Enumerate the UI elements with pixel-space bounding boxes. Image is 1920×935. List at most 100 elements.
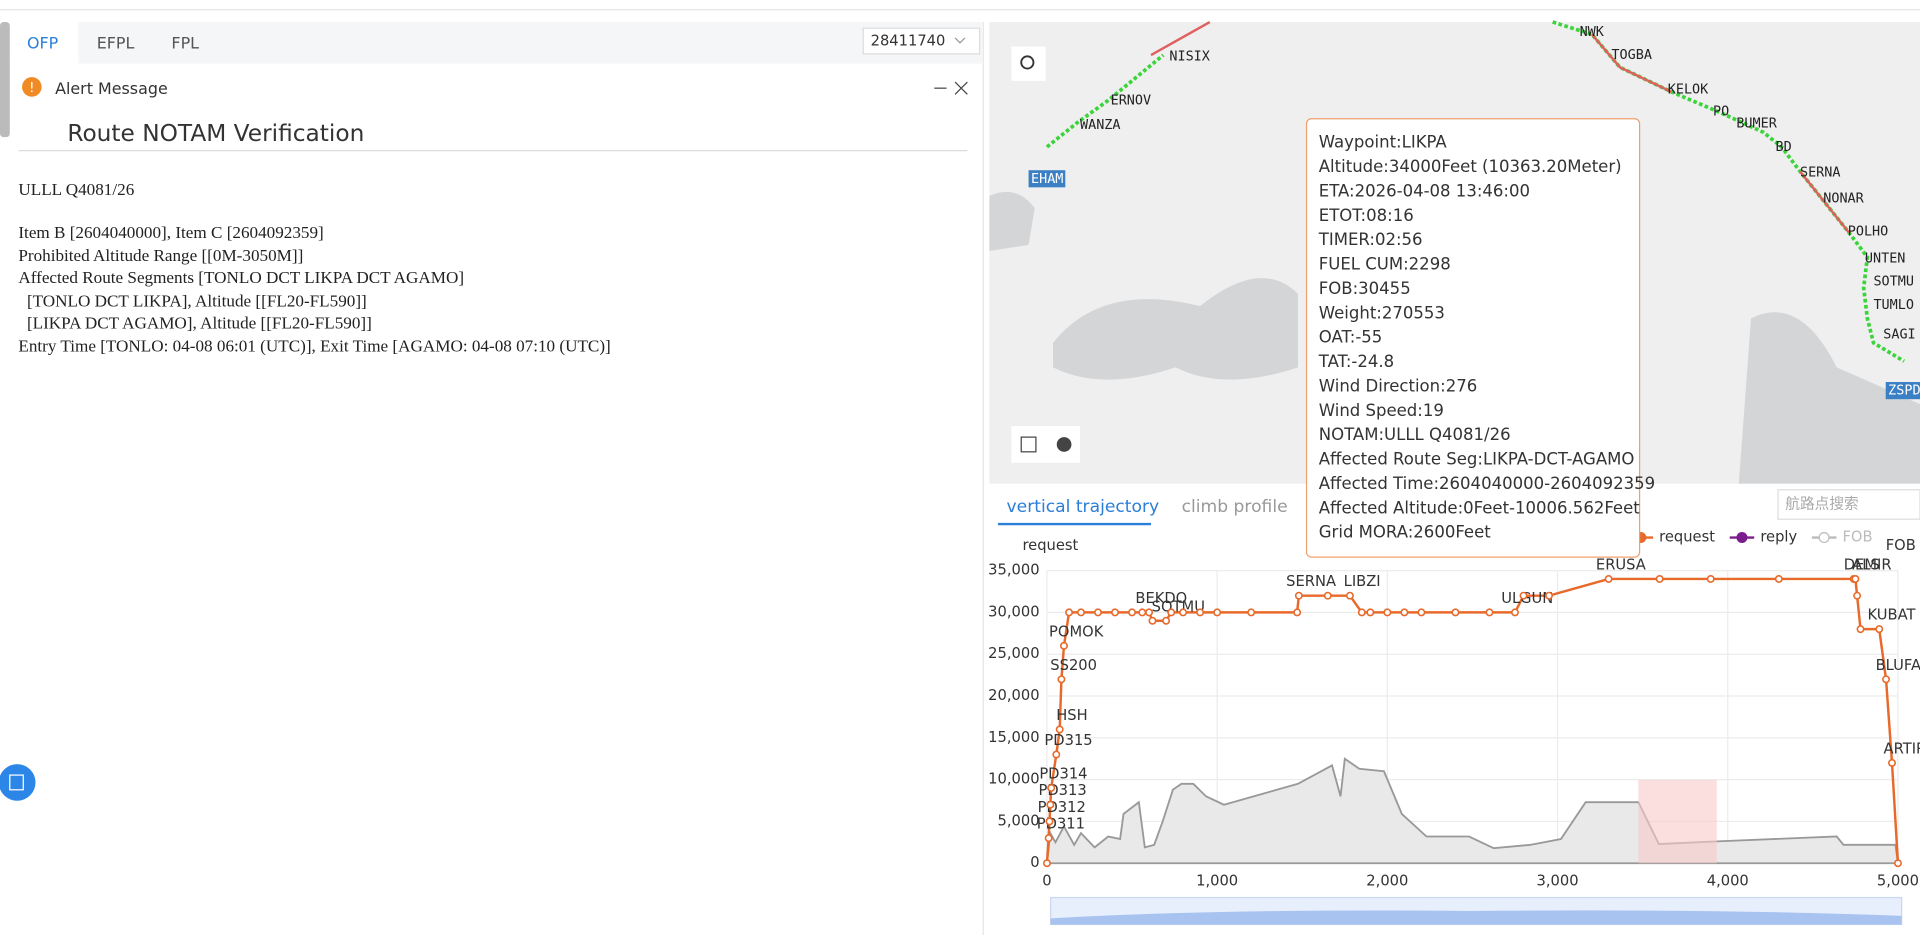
data-point bbox=[1065, 608, 1074, 617]
tooltip-line: NOTAM:ULLL Q4081/26 bbox=[1319, 425, 1511, 444]
tab[interactable]: EFPL bbox=[97, 34, 135, 53]
tooltip-line: FOB:30455 bbox=[1319, 279, 1411, 298]
map-search[interactable] bbox=[1011, 46, 1046, 81]
point-label: PD315 bbox=[1044, 732, 1092, 749]
notam-line: Item B [2604040000], Item C [2604092359] bbox=[18, 223, 323, 242]
chart-tab[interactable]: climb profile bbox=[1182, 497, 1288, 517]
data-point bbox=[1293, 608, 1302, 617]
waypoint: POLHO bbox=[1848, 224, 1889, 239]
search-box[interactable] bbox=[1777, 489, 1920, 520]
waypoint: PO bbox=[1713, 104, 1729, 119]
tooltip-line: Affected Altitude:0Feet-10006.562Feet bbox=[1319, 498, 1640, 517]
point-label: PD311 bbox=[1037, 816, 1085, 833]
tab[interactable]: FPL bbox=[171, 34, 199, 53]
waypoint: NWK bbox=[1580, 25, 1605, 40]
data-point bbox=[1706, 574, 1715, 583]
waypoint: WANZA bbox=[1080, 118, 1121, 133]
route-segment bbox=[1590, 33, 1850, 234]
data-point bbox=[1485, 608, 1494, 617]
notam-line: Entry Time [TONLO: 04-08 06:01 (UTC)], E… bbox=[18, 337, 610, 356]
point-label: KUBAT bbox=[1868, 607, 1917, 624]
data-point bbox=[1893, 859, 1902, 868]
x-tick-label: 4,000 bbox=[1707, 873, 1749, 890]
point-label: ULGUN bbox=[1501, 590, 1553, 607]
y-tick-label: 30,000 bbox=[988, 603, 1039, 620]
data-point bbox=[1545, 591, 1554, 600]
waypoint: SOTMU bbox=[1873, 275, 1914, 290]
data-point bbox=[1511, 608, 1519, 617]
y-tick-label: 10,000 bbox=[988, 771, 1039, 788]
airport-badge bbox=[1885, 382, 1920, 400]
waypoint: NONAR bbox=[1823, 191, 1864, 206]
waypoint: SERNA bbox=[1800, 166, 1841, 181]
waypoint: UNTEN bbox=[1865, 251, 1906, 266]
map-search-icon bbox=[1020, 55, 1035, 70]
data-point bbox=[1357, 608, 1366, 617]
data-point bbox=[1400, 608, 1409, 617]
data-point bbox=[1875, 625, 1884, 634]
airport: ZSPD bbox=[1888, 384, 1920, 399]
data-point bbox=[1774, 574, 1783, 583]
tooltip-line: Grid MORA:2600Feet bbox=[1319, 523, 1491, 542]
search-placeholder: 航路点搜索 bbox=[1785, 495, 1858, 512]
side-button[interactable] bbox=[0, 764, 36, 801]
point-label: ERUSA bbox=[1596, 556, 1646, 573]
data-point bbox=[1882, 675, 1891, 684]
data-point bbox=[1655, 574, 1664, 583]
tooltip-line: ETOT:08:16 bbox=[1319, 206, 1414, 225]
tooltip-line: Affected Time:2604040000-2604092359 bbox=[1319, 474, 1655, 493]
data-point bbox=[1059, 641, 1068, 650]
tab[interactable]: OFP bbox=[27, 34, 59, 53]
notam-line: [LIKPA DCT AGAMO], Altitude [[FL20-FL590… bbox=[27, 313, 372, 332]
data-point bbox=[1055, 725, 1064, 734]
terrain-area bbox=[1045, 757, 1900, 865]
tooltip-line: OAT:-55 bbox=[1319, 328, 1383, 347]
flight-select[interactable] bbox=[862, 27, 981, 55]
expand[interactable] bbox=[954, 81, 968, 95]
chart-tab[interactable]: vertical trajectory bbox=[1007, 497, 1160, 517]
data-point bbox=[1888, 758, 1896, 767]
notam-line: Affected Route Segments [TONLO DCT LIKPA… bbox=[18, 268, 464, 287]
legend-label: reply bbox=[1760, 529, 1797, 546]
data-point bbox=[1451, 608, 1460, 617]
data-point bbox=[1417, 608, 1426, 617]
legend-dot bbox=[1736, 532, 1748, 544]
data-point bbox=[1856, 625, 1865, 634]
tooltip-line: Weight:270553 bbox=[1319, 303, 1445, 322]
data-point bbox=[1045, 817, 1054, 826]
map-sea bbox=[989, 191, 1035, 252]
waypoint: BUMER bbox=[1736, 117, 1777, 132]
data-point bbox=[1196, 608, 1205, 617]
notam-line: ULLL Q4081/26 bbox=[18, 180, 134, 199]
tooltip-line: Wind Speed:19 bbox=[1319, 401, 1444, 420]
y2-axis-label: FOB bbox=[1886, 537, 1916, 554]
zoom-preview bbox=[1050, 910, 1902, 925]
point-label: ALS bbox=[1852, 556, 1880, 573]
data-point bbox=[1052, 750, 1061, 759]
point-label: LIBZI bbox=[1344, 573, 1381, 590]
data-point bbox=[1044, 834, 1053, 843]
data-point bbox=[1145, 608, 1154, 617]
alert-icon bbox=[22, 77, 42, 97]
data-point bbox=[1366, 608, 1375, 617]
y-tick-label: 5,000 bbox=[998, 812, 1040, 829]
alert-icon-mark: ! bbox=[29, 81, 34, 96]
data-point bbox=[1162, 616, 1171, 625]
tooltip-line: TIMER:02:56 bbox=[1318, 230, 1423, 249]
y-tick-label: 20,000 bbox=[988, 687, 1039, 704]
data-point bbox=[1294, 591, 1303, 600]
point-label: DEMIR bbox=[1844, 556, 1892, 573]
point-label: SS200 bbox=[1050, 657, 1097, 674]
y-tick-label: 15,000 bbox=[988, 729, 1039, 746]
data-point bbox=[1851, 574, 1860, 583]
waypoint: TUMLO bbox=[1873, 298, 1914, 313]
tooltip-line: FUEL CUM:2298 bbox=[1319, 255, 1451, 274]
data-point bbox=[1853, 591, 1862, 600]
tooltip-line: Wind Direction:276 bbox=[1319, 376, 1477, 395]
airport-badge bbox=[1028, 170, 1066, 188]
data-point bbox=[1519, 591, 1528, 600]
select-arrow bbox=[954, 37, 966, 44]
legend-label: FOB bbox=[1843, 529, 1873, 546]
